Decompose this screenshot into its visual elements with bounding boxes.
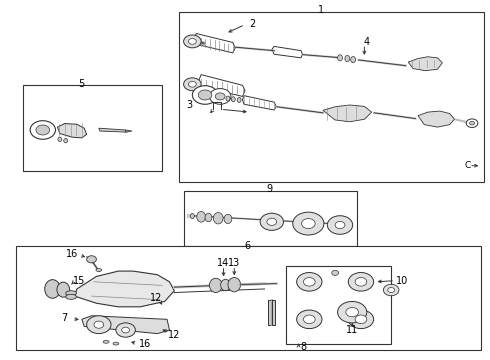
Text: 9: 9 [266, 184, 272, 194]
Polygon shape [74, 271, 174, 307]
Ellipse shape [103, 341, 109, 343]
Ellipse shape [96, 269, 102, 271]
Circle shape [293, 212, 324, 235]
Bar [269, 300, 275, 325]
Bar [24, 85, 162, 171]
Circle shape [348, 310, 374, 329]
Circle shape [198, 90, 212, 100]
Circle shape [301, 219, 315, 229]
Ellipse shape [228, 278, 241, 292]
Circle shape [87, 316, 111, 334]
Polygon shape [57, 123, 87, 138]
Text: 16: 16 [139, 339, 151, 349]
Circle shape [184, 35, 201, 48]
Bar [179, 12, 484, 182]
Text: 15: 15 [73, 276, 86, 286]
Ellipse shape [191, 213, 195, 219]
Ellipse shape [231, 97, 235, 102]
Circle shape [348, 273, 374, 291]
Text: 1: 1 [318, 5, 323, 15]
Ellipse shape [209, 278, 222, 293]
Text: 13: 13 [228, 258, 241, 268]
Circle shape [215, 93, 225, 100]
Circle shape [36, 125, 49, 135]
Ellipse shape [66, 294, 76, 299]
Ellipse shape [113, 342, 119, 345]
Ellipse shape [345, 55, 350, 62]
Text: 16: 16 [66, 249, 78, 259]
Circle shape [332, 270, 339, 275]
Polygon shape [323, 105, 372, 122]
Text: 10: 10 [396, 276, 408, 286]
Text: 5: 5 [79, 78, 85, 89]
Circle shape [30, 121, 55, 139]
Ellipse shape [226, 96, 230, 101]
Text: 4: 4 [364, 37, 370, 47]
Ellipse shape [57, 282, 70, 297]
Circle shape [469, 121, 474, 125]
Ellipse shape [64, 139, 68, 143]
Ellipse shape [66, 291, 76, 296]
Ellipse shape [237, 98, 241, 103]
Circle shape [209, 89, 231, 104]
Text: 3: 3 [186, 100, 192, 110]
Text: 2: 2 [249, 19, 255, 29]
Text: 12: 12 [149, 293, 162, 303]
Ellipse shape [205, 213, 212, 222]
Circle shape [296, 310, 322, 329]
Text: C: C [464, 161, 470, 170]
Circle shape [355, 278, 367, 286]
Circle shape [267, 218, 277, 225]
Circle shape [193, 86, 218, 104]
Polygon shape [125, 130, 132, 132]
Ellipse shape [338, 55, 343, 61]
Circle shape [122, 327, 129, 333]
Text: 7: 7 [62, 312, 68, 323]
Bar [287, 266, 391, 344]
Circle shape [346, 307, 359, 317]
Circle shape [383, 284, 399, 296]
Text: 12: 12 [168, 330, 180, 341]
Circle shape [355, 315, 367, 324]
Ellipse shape [213, 212, 223, 224]
Circle shape [335, 221, 345, 229]
Circle shape [327, 216, 353, 234]
Circle shape [260, 213, 284, 230]
Circle shape [303, 315, 315, 324]
Ellipse shape [220, 279, 230, 291]
Polygon shape [99, 128, 127, 132]
Polygon shape [82, 316, 170, 334]
Circle shape [189, 81, 196, 87]
Text: 8: 8 [300, 342, 307, 352]
Bar [184, 191, 357, 246]
Circle shape [189, 39, 196, 44]
Circle shape [116, 323, 135, 337]
Ellipse shape [197, 211, 205, 222]
Polygon shape [418, 111, 455, 127]
Polygon shape [408, 57, 442, 71]
Ellipse shape [45, 280, 60, 298]
Text: 11: 11 [346, 325, 358, 335]
Circle shape [94, 321, 104, 328]
Text: 14: 14 [218, 258, 230, 268]
Ellipse shape [224, 214, 232, 224]
Circle shape [296, 273, 322, 291]
Ellipse shape [351, 57, 356, 63]
Circle shape [466, 119, 478, 127]
Circle shape [388, 288, 394, 293]
Circle shape [303, 278, 315, 286]
Text: 6: 6 [245, 241, 250, 251]
Circle shape [184, 78, 201, 91]
Circle shape [338, 301, 367, 323]
Ellipse shape [58, 137, 62, 141]
Circle shape [87, 256, 97, 263]
Bar [16, 246, 481, 350]
